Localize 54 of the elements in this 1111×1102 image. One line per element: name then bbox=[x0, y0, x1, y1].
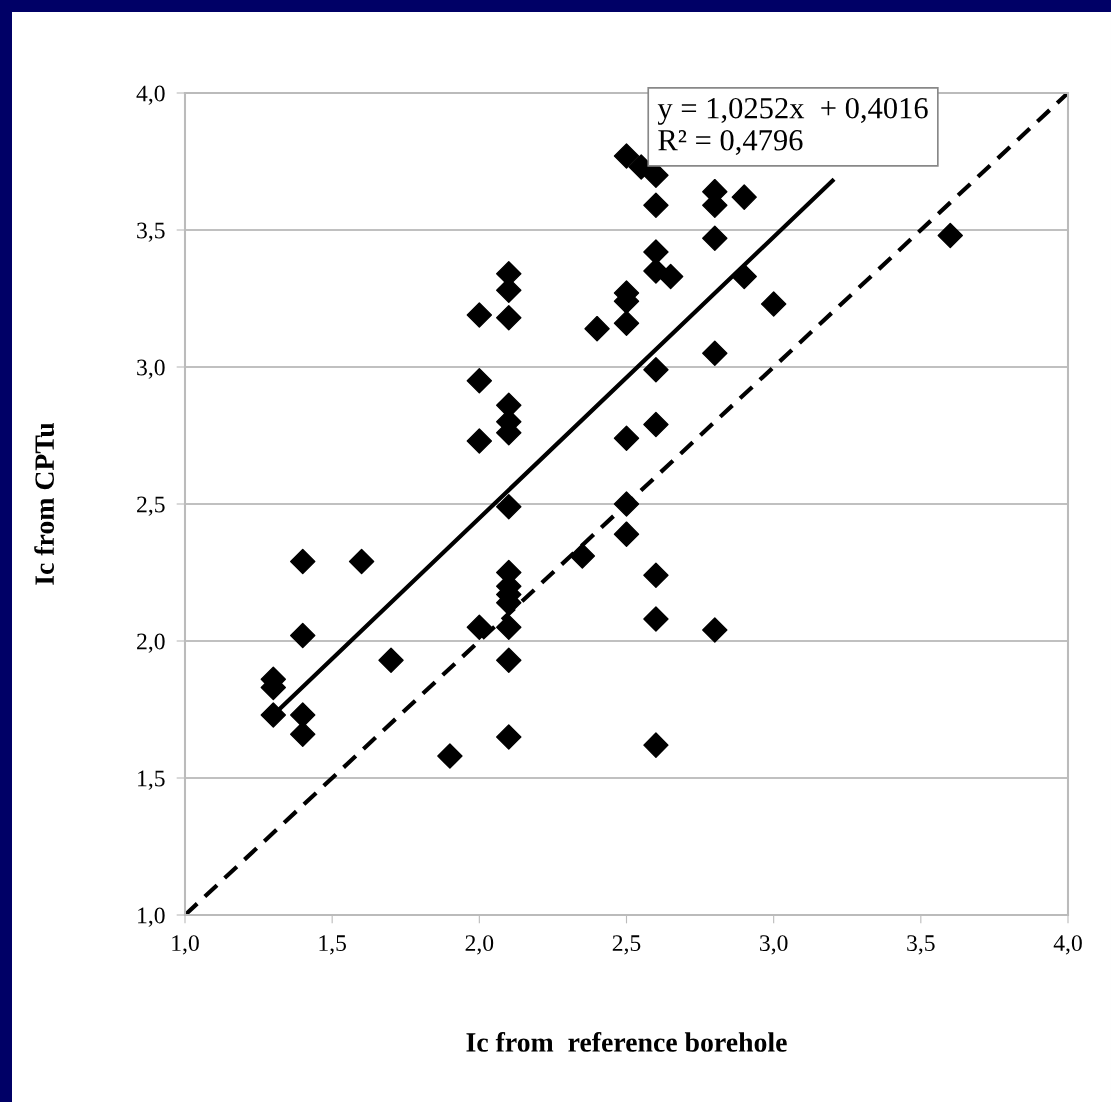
point bbox=[290, 622, 316, 649]
x-tick-label: 3,0 bbox=[760, 935, 788, 955]
point bbox=[348, 548, 375, 575]
point bbox=[466, 614, 493, 641]
point bbox=[702, 225, 728, 251]
x-tick-label: 4,0 bbox=[1053, 935, 1082, 955]
point bbox=[643, 562, 669, 588]
point bbox=[702, 617, 728, 643]
point bbox=[643, 357, 669, 383]
y-axis-title: Ic from CPTu bbox=[34, 422, 55, 585]
point bbox=[613, 310, 640, 336]
y-tick-label: 1,5 bbox=[138, 770, 165, 790]
point bbox=[657, 263, 684, 290]
point bbox=[496, 494, 522, 520]
point bbox=[260, 702, 287, 728]
point bbox=[937, 222, 963, 249]
y-tick-label: 1,0 bbox=[138, 907, 165, 927]
point bbox=[613, 521, 640, 547]
point bbox=[290, 548, 316, 575]
point bbox=[643, 411, 669, 438]
point bbox=[290, 721, 316, 747]
x-tick-label: 1,5 bbox=[319, 935, 346, 955]
x-axis-title: Ic from reference borehole bbox=[466, 1031, 787, 1052]
point bbox=[613, 143, 640, 169]
point bbox=[569, 543, 596, 569]
point bbox=[643, 732, 669, 758]
y-tick-label: 2,0 bbox=[137, 633, 165, 653]
point bbox=[378, 647, 404, 673]
point bbox=[643, 606, 669, 632]
x-tick-label: 1,0 bbox=[172, 935, 199, 955]
point bbox=[496, 647, 522, 673]
point bbox=[584, 315, 610, 342]
point bbox=[496, 724, 522, 750]
y-tick-label: 3,5 bbox=[137, 222, 165, 242]
point bbox=[466, 302, 493, 328]
x-tick-label: 3,5 bbox=[907, 935, 935, 955]
annotation: y = 1,0252x + 0,4016 R² = 0,4796 bbox=[657, 97, 928, 155]
point bbox=[496, 304, 522, 331]
point bbox=[760, 291, 787, 317]
point bbox=[613, 425, 640, 451]
point bbox=[643, 192, 669, 219]
point bbox=[702, 340, 728, 367]
x-tick-label: 2,5 bbox=[612, 935, 641, 955]
point bbox=[731, 263, 757, 290]
y-tick-label: 2,5 bbox=[137, 496, 165, 516]
y-tick-label: 3,0 bbox=[137, 359, 165, 379]
point bbox=[466, 367, 493, 394]
point bbox=[731, 184, 757, 210]
point bbox=[437, 743, 463, 769]
point bbox=[466, 428, 493, 454]
y-tick-label: 4,0 bbox=[136, 85, 165, 105]
x-tick-label: 2,0 bbox=[465, 935, 494, 955]
point bbox=[496, 614, 522, 641]
point bbox=[613, 491, 640, 517]
